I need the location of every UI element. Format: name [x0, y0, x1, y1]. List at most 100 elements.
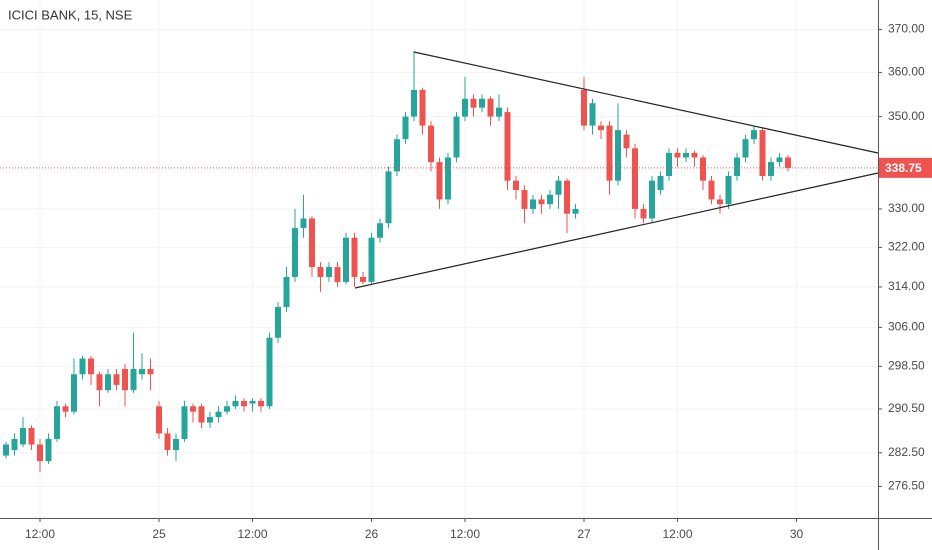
y-tick-label: 276.50	[888, 479, 925, 493]
y-tick-label: 330.00	[888, 201, 925, 215]
candle-body	[215, 411, 222, 418]
candle-body	[164, 433, 171, 451]
candle-body	[742, 139, 749, 158]
candle-body	[564, 180, 570, 214]
candle-body	[11, 438, 18, 451]
trend-line-lower	[354, 172, 879, 289]
candle-body	[37, 444, 43, 462]
candle-body	[504, 112, 511, 181]
candle-body	[496, 107, 502, 117]
candle-body	[266, 337, 273, 407]
candle-body	[122, 368, 128, 391]
candle-body	[530, 199, 536, 209]
candle-body	[615, 130, 621, 181]
candle-body	[173, 438, 179, 451]
candle-body	[385, 171, 392, 224]
x-tick-label: 30	[790, 527, 804, 541]
candle-body	[538, 199, 545, 205]
candle-body	[513, 180, 519, 191]
candle-body	[71, 374, 77, 412]
candle-body	[657, 175, 664, 191]
candle-body	[589, 103, 596, 126]
candle-body	[462, 98, 468, 117]
candle-body	[224, 406, 230, 412]
candle-body	[428, 125, 434, 163]
candle-body	[292, 228, 298, 277]
y-tick-label: 314.00	[888, 279, 925, 293]
candle-body	[232, 400, 239, 407]
candle-body	[453, 116, 460, 158]
candle-body	[674, 152, 681, 158]
candle-body	[640, 208, 647, 219]
candle-body	[283, 276, 290, 308]
candle-body	[275, 307, 281, 338]
x-tick-label: 25	[152, 527, 166, 541]
candle-body	[725, 175, 732, 205]
candle-body	[751, 130, 757, 140]
candle-body	[411, 89, 417, 117]
candle-body	[555, 180, 562, 195]
candle-body	[521, 190, 528, 209]
candle-body	[258, 400, 264, 407]
y-tick-label: 370.00	[888, 22, 925, 36]
candle-body	[445, 157, 451, 200]
candle-body	[198, 406, 205, 423]
candle-body	[700, 157, 706, 181]
candle-body	[54, 406, 60, 439]
candle-body	[759, 130, 766, 176]
candle-body	[28, 427, 35, 445]
candle-body	[547, 194, 553, 205]
candle-body	[156, 406, 162, 434]
candle-body	[190, 406, 196, 412]
candle-body	[334, 267, 341, 282]
y-tick-label: 290.50	[888, 401, 925, 415]
candle-body	[326, 267, 332, 277]
candle-body	[96, 374, 103, 391]
candle-body	[309, 218, 315, 268]
candle-body	[487, 98, 494, 117]
x-tick-label: 12:00	[237, 527, 267, 541]
candle-body	[147, 368, 154, 375]
x-tick-label: 12:00	[25, 527, 55, 541]
x-tick-label: 27	[577, 527, 591, 541]
candle-body	[3, 444, 9, 456]
candle-body	[360, 276, 366, 282]
time-axis-panel	[0, 518, 932, 550]
candle-body	[691, 152, 698, 158]
candle-body	[572, 208, 579, 214]
candle-body	[708, 180, 715, 200]
candle-body	[139, 368, 145, 375]
candle-body	[343, 237, 349, 282]
grid	[0, 0, 878, 518]
x-tick-label: 26	[365, 527, 379, 541]
candle-body	[623, 134, 630, 149]
candle-body	[785, 157, 791, 168]
candle-body	[683, 152, 689, 158]
axes: 370.00 360.00 350.00 330.00 322.00 314.00 306.…	[0, 22, 932, 541]
candle-body	[394, 139, 400, 172]
candle-body	[79, 358, 86, 375]
candle-body	[419, 89, 426, 126]
candle-body	[479, 98, 485, 108]
candle-body	[20, 427, 26, 445]
candle-body	[105, 374, 111, 391]
candle-body	[717, 199, 723, 205]
candle-body	[734, 157, 740, 176]
y-tick-label: 298.50	[888, 359, 925, 373]
y-tick-label: 282.50	[888, 445, 925, 459]
candle-body	[207, 417, 213, 423]
candle-body	[768, 162, 774, 176]
candle-body	[368, 237, 375, 282]
chart-title: ICICI BANK, 15, NSE	[8, 7, 133, 22]
candle-body	[249, 400, 256, 404]
price-axis-panel	[878, 0, 932, 550]
candle-body	[300, 218, 307, 229]
trend-line-upper	[413, 51, 879, 154]
candle-body	[649, 180, 655, 219]
last-price-box	[879, 157, 932, 178]
candle-body	[776, 157, 783, 163]
x-tick-label: 12:00	[450, 527, 480, 541]
y-tick-label: 322.00	[888, 240, 925, 254]
candle-body	[181, 406, 188, 439]
candle-body	[130, 368, 137, 391]
